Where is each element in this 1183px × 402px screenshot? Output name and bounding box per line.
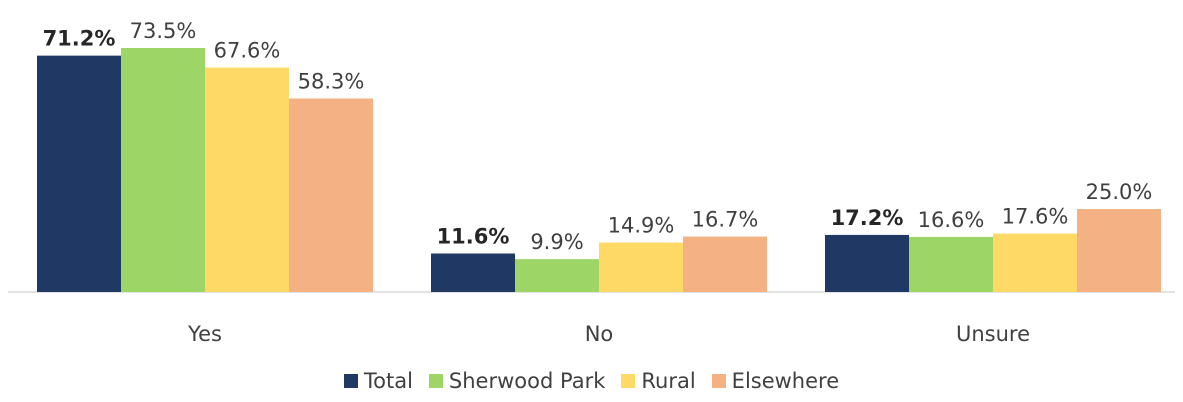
- data-label-rural-yes: 67.6%: [214, 39, 281, 63]
- data-label-elsewhere-unsure: 25.0%: [1086, 180, 1153, 204]
- bar-sherwood-park-no: [515, 259, 599, 292]
- data-label-elsewhere-no: 16.7%: [692, 208, 759, 232]
- bar-rural-yes: [205, 67, 289, 292]
- data-label-total-yes: 71.2%: [43, 27, 116, 51]
- bar-sherwood-park-yes: [121, 48, 205, 292]
- bar-rural-no: [599, 242, 683, 292]
- legend-swatch: [428, 374, 443, 388]
- legend-label: Sherwood Park: [448, 369, 606, 393]
- bar-elsewhere-no: [683, 236, 767, 292]
- legend-swatch: [343, 374, 358, 388]
- data-label-sherwood-park-no: 9.9%: [530, 230, 583, 254]
- data-label-sherwood-park-unsure: 16.6%: [918, 208, 985, 232]
- data-label-sherwood-park-yes: 73.5%: [130, 19, 197, 43]
- data-label-rural-unsure: 17.6%: [1002, 205, 1069, 229]
- category-label-unsure: Unsure: [956, 322, 1030, 346]
- legend-item-rural: Rural: [621, 369, 696, 393]
- bar-total-no: [431, 253, 515, 292]
- data-label-rural-no: 14.9%: [608, 214, 675, 238]
- legend-label: Elsewhere: [731, 369, 840, 393]
- legend-swatch: [621, 374, 636, 388]
- bar-elsewhere-unsure: [1077, 209, 1161, 292]
- bar-total-unsure: [825, 234, 909, 292]
- data-label-total-unsure: 17.2%: [831, 206, 904, 230]
- data-label-total-no: 11.6%: [437, 224, 510, 248]
- bar-total-yes: [37, 55, 121, 292]
- bar-rural-unsure: [993, 233, 1077, 292]
- legend-label: Rural: [641, 369, 696, 393]
- bar-sherwood-park-unsure: [909, 236, 993, 292]
- legend-swatch: [711, 374, 726, 388]
- bar-elsewhere-yes: [289, 98, 373, 292]
- category-label-yes: Yes: [187, 322, 222, 346]
- legend: Total Sherwood Park Rural Elsewhere: [0, 369, 1183, 393]
- legend-item-elsewhere: Elsewhere: [711, 369, 840, 393]
- bar-chart: 71.2% 73.5% 67.6% 58.3% Yes 11.6% 9.9% 14.9% 16.…: [8, 19, 1175, 346]
- legend-item-total: Total: [343, 369, 413, 393]
- legend-label: Total: [363, 369, 413, 393]
- data-label-elsewhere-yes: 58.3%: [298, 69, 365, 93]
- category-label-no: No: [585, 322, 614, 346]
- legend-item-sherwood-park: Sherwood Park: [428, 369, 606, 393]
